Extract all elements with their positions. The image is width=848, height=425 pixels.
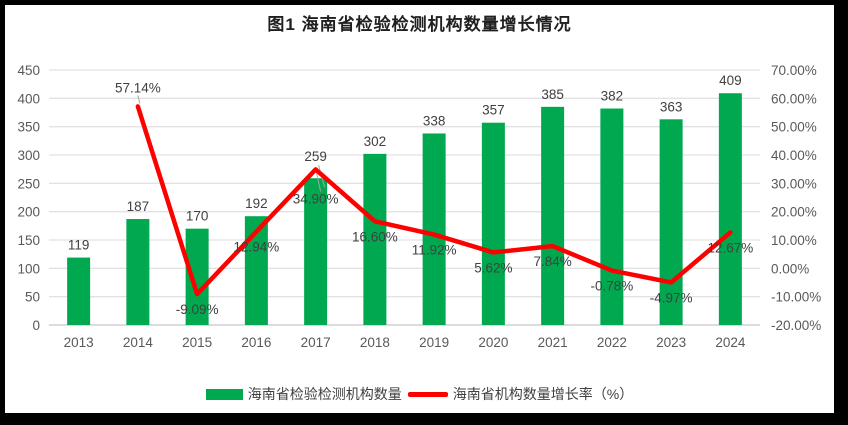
right-axis-labels: -20.00% -10.00% 0.00% 10.00% 20.00% 30.00% 40.… <box>771 63 821 333</box>
growth-rate-line <box>135 104 733 297</box>
bar-label: 338 <box>423 113 446 128</box>
line-value-labels: 57.14% -9.09% 12.94% 34.90% 16.60% 11.92% 5.62… <box>115 80 753 317</box>
right-axis-tick: 10.00% <box>771 233 817 248</box>
left-axis-tick: 200 <box>17 205 40 220</box>
line-label: 12.67% <box>707 240 753 255</box>
bar-label: 382 <box>601 89 624 104</box>
line-label: 57.14% <box>115 80 161 95</box>
legend: 海南省检验检测机构数量 海南省机构数量增长率（%） <box>5 384 834 404</box>
bar-2013 <box>67 257 91 325</box>
line-label: 7.84% <box>533 254 571 269</box>
bar-label: 259 <box>304 149 327 164</box>
label-leader-line <box>137 95 141 104</box>
bar-2015 <box>185 228 209 325</box>
x-axis-tick: 2015 <box>182 335 212 350</box>
chart-title: 图1 海南省检验检测机构数量增长情况 <box>267 15 572 34</box>
bar-2020 <box>481 122 505 325</box>
x-axis-tick: 2018 <box>360 335 390 350</box>
bar-2018 <box>363 153 387 325</box>
right-axis-tick: 60.00% <box>771 91 817 106</box>
left-axis-tick: 350 <box>17 120 40 135</box>
bar-2014 <box>126 219 150 325</box>
bar-2019 <box>422 133 446 325</box>
bar-label: 187 <box>127 199 150 214</box>
bar-label: 409 <box>719 73 742 88</box>
right-axis-tick: 70.00% <box>771 63 817 78</box>
legend-item-line: 海南省机构数量增长率（%） <box>407 384 634 404</box>
x-axis-tick: 2013 <box>64 335 94 350</box>
x-axis-tick: 2017 <box>301 335 331 350</box>
left-axis-tick: 0 <box>32 318 40 333</box>
bar-2024 <box>718 93 742 325</box>
line-label: -9.09% <box>176 302 219 317</box>
right-axis-tick: 30.00% <box>771 176 817 191</box>
left-axis-tick: 400 <box>17 91 40 106</box>
left-axis-tick: 300 <box>17 148 40 163</box>
right-axis-tick: 50.00% <box>771 120 817 135</box>
line-label: 5.62% <box>474 260 512 275</box>
bar-label: 363 <box>660 99 683 114</box>
line-label: 16.60% <box>352 229 398 244</box>
line-label: 34.90% <box>293 191 339 206</box>
bar-label: 170 <box>186 209 209 224</box>
line-swatch-icon <box>407 391 448 397</box>
line-label: 12.94% <box>233 240 279 255</box>
bars-series <box>67 93 742 326</box>
x-axis-tick: 2022 <box>597 335 627 350</box>
right-axis-tick: -10.00% <box>771 290 821 305</box>
x-axis-tick: 2021 <box>538 335 568 350</box>
bar-value-labels: 119 187 170 192 259 302 338 357 385 382 363 409 <box>68 73 742 252</box>
x-axis-tick: 2023 <box>656 335 686 350</box>
bar-2021 <box>541 106 565 325</box>
bar-label: 357 <box>482 103 505 118</box>
line-label: -4.97% <box>650 290 693 305</box>
bar-label: 302 <box>364 134 387 149</box>
bar-swatch-icon <box>205 388 243 400</box>
bar-label: 192 <box>245 196 268 211</box>
x-axis-tick: 2014 <box>123 335 154 350</box>
left-axis-tick: 100 <box>17 261 40 276</box>
bar-2017 <box>304 178 328 325</box>
line-label: 11.92% <box>412 243 457 258</box>
label-leader-line <box>316 173 322 192</box>
bar-label: 119 <box>68 238 90 253</box>
left-axis-tick: 250 <box>17 176 40 191</box>
bar-2023 <box>659 119 683 325</box>
legend-label-line: 海南省机构数量增长率（%） <box>452 386 634 402</box>
right-axis-tick: 40.00% <box>771 148 817 163</box>
chart-canvas: 0 50 100 150 200 250 300 350 400 450 -20.00% -10.00… <box>17 63 821 350</box>
bar-label: 385 <box>541 87 564 102</box>
x-axis-labels: 2013 2014 2015 2016 2017 2018 2019 2020 2021 2022… <box>64 335 746 350</box>
x-axis-tick: 2024 <box>715 335 746 350</box>
legend-item-bars: 海南省检验检测机构数量 <box>205 384 402 404</box>
right-axis-tick: -20.00% <box>771 318 821 333</box>
gridlines <box>49 69 760 326</box>
left-axis-tick: 450 <box>17 63 40 78</box>
left-axis-tick: 50 <box>25 290 40 305</box>
bar-2016 <box>244 216 268 325</box>
right-axis-tick: 20.00% <box>771 205 817 220</box>
x-axis-tick: 2019 <box>419 335 449 350</box>
line-label: -0.78% <box>590 279 633 294</box>
left-axis-labels: 0 50 100 150 200 250 300 350 400 450 <box>17 63 40 333</box>
x-axis-tick: 2020 <box>478 335 508 350</box>
right-axis-tick: 0.00% <box>771 261 809 276</box>
x-axis-tick: 2016 <box>241 335 271 350</box>
left-axis-tick: 150 <box>17 233 40 248</box>
legend-label-bars: 海南省检验检测机构数量 <box>247 386 402 402</box>
